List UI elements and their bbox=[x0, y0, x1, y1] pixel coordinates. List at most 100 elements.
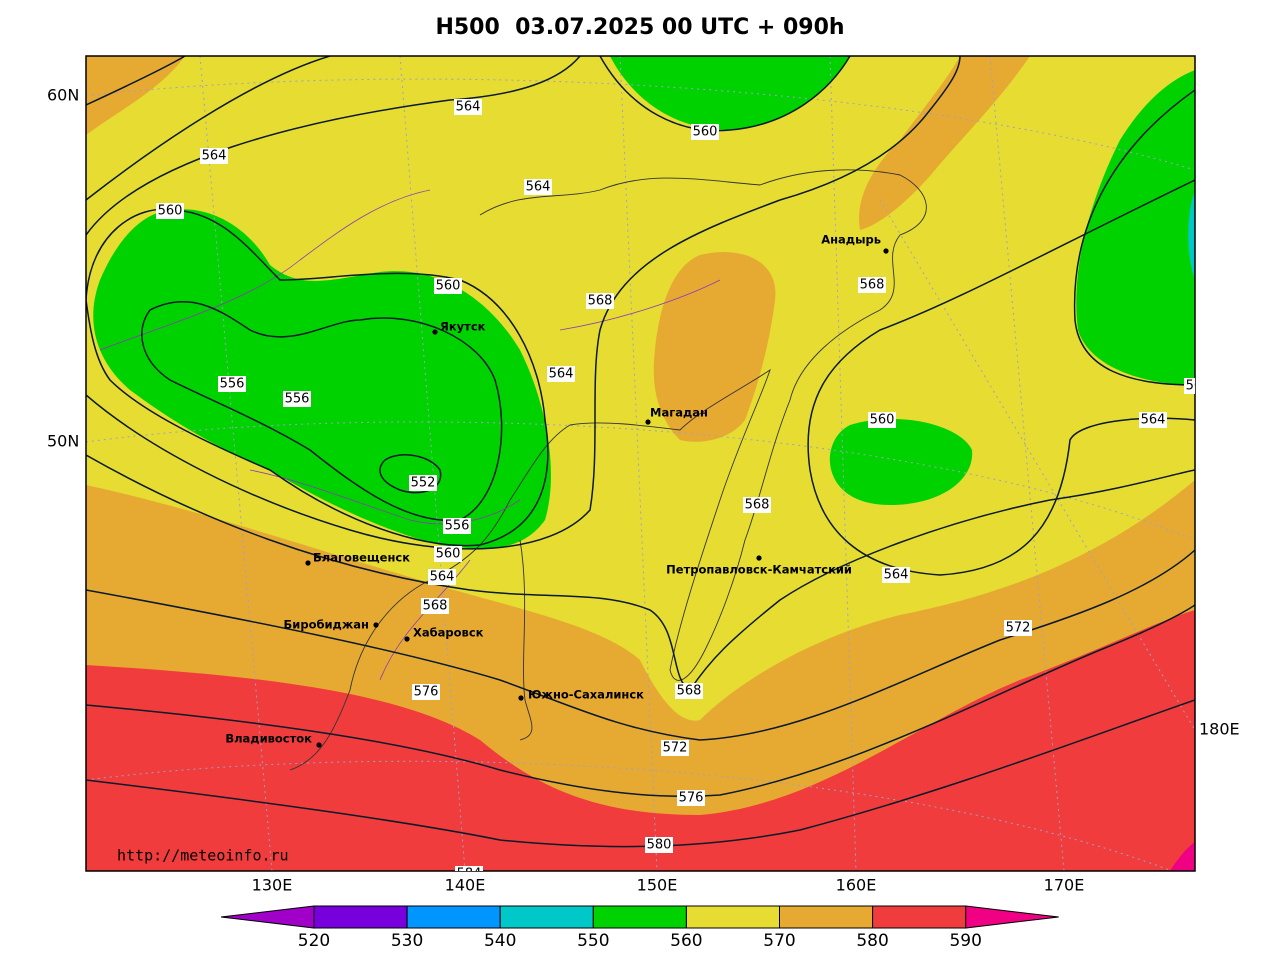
colorbar-tick-label: 530 bbox=[391, 931, 423, 951]
contour-label-box bbox=[547, 366, 575, 382]
contour-label: 564 bbox=[430, 570, 455, 585]
contour-label-box bbox=[677, 790, 705, 806]
city-label: Владивосток bbox=[225, 732, 312, 746]
contour-label: 564 bbox=[202, 149, 227, 164]
colorbar-segment bbox=[499, 905, 594, 929]
contour-label-box bbox=[586, 293, 614, 309]
contour-label-box bbox=[156, 203, 184, 219]
graticule bbox=[86, 56, 1195, 871]
city-label: Южно-Сахалинск bbox=[528, 688, 644, 702]
city-dot bbox=[404, 636, 410, 642]
contour-label: 568 bbox=[860, 278, 885, 293]
colorbar-tick-label: 590 bbox=[949, 931, 981, 951]
city-label: Петропавловск-Камчатский bbox=[666, 563, 852, 577]
contour-label-box bbox=[434, 278, 462, 294]
colorbar-tick-label: 540 bbox=[484, 931, 516, 951]
colorbar-segment bbox=[872, 905, 967, 929]
colorbar-segment bbox=[779, 905, 874, 929]
colorbar: 520 530 540 550 560 570 580 590 bbox=[220, 905, 1059, 951]
contour-label: 560 bbox=[693, 125, 718, 140]
city-label: Магадан bbox=[650, 406, 708, 420]
contour-label-box bbox=[1004, 620, 1032, 636]
colorbar-end bbox=[220, 905, 315, 929]
contour-label: 556 bbox=[285, 392, 310, 407]
contour-label: 560 bbox=[870, 413, 895, 428]
colorbar-tick-label: 550 bbox=[577, 931, 609, 951]
contour-label: 576 bbox=[679, 791, 704, 806]
colorbar-segment bbox=[592, 905, 687, 929]
lon-label: 170E bbox=[1044, 876, 1085, 895]
map-title: H500 03.07.2025 00 UTC + 090h bbox=[435, 15, 844, 40]
contour-label-box bbox=[524, 179, 552, 195]
contour-label-box bbox=[858, 277, 886, 293]
contour-label-box bbox=[434, 546, 462, 562]
colorbar-tick-label: 570 bbox=[763, 931, 795, 951]
contour-label: 572 bbox=[663, 741, 688, 756]
contour-label: 584 bbox=[457, 867, 482, 882]
contour-label: 572 bbox=[1006, 621, 1031, 636]
city-dot bbox=[518, 695, 524, 701]
contour-label-box bbox=[455, 866, 483, 871]
contour-label: 556 bbox=[220, 377, 245, 392]
city-label: Хабаровск bbox=[413, 626, 484, 640]
contour-label: 564 bbox=[526, 180, 551, 195]
lon-label: 160E bbox=[836, 876, 877, 895]
contour-label: 552 bbox=[411, 476, 436, 491]
contour-label-box bbox=[218, 376, 246, 392]
lon-label: 180E bbox=[1199, 720, 1240, 739]
contour-label-box bbox=[1184, 378, 1195, 394]
contour-label: 568 bbox=[423, 599, 448, 614]
field bbox=[86, 56, 1195, 871]
contour-label-box bbox=[661, 740, 689, 756]
contour-labels: 564 560 564 564 560 560 568 568 564 556 556 560 564 5… bbox=[156, 99, 1211, 882]
contour-label: 568 bbox=[588, 294, 613, 309]
city-dot bbox=[645, 419, 651, 425]
city-dot bbox=[432, 329, 438, 335]
contour-label: 564 bbox=[1141, 413, 1166, 428]
contour-label-box bbox=[645, 837, 673, 853]
map-frame bbox=[85, 55, 1196, 872]
lat-label: 50N bbox=[47, 432, 79, 451]
colorbar-end bbox=[965, 905, 1059, 929]
contour-label: 564 bbox=[456, 100, 481, 115]
city-dot bbox=[316, 742, 322, 748]
city-dot bbox=[373, 622, 379, 628]
lat-label: 60N bbox=[47, 86, 79, 105]
source-url: http://meteoinfo.ru bbox=[117, 847, 289, 865]
city-label: Анадырь bbox=[821, 233, 881, 247]
contour-label: 556 bbox=[445, 519, 470, 534]
contour-label-box bbox=[283, 391, 311, 407]
contour-label: 568 bbox=[745, 498, 770, 513]
contour-label: 560 bbox=[158, 204, 183, 219]
contour-label-box bbox=[882, 567, 910, 583]
contour-label: 576 bbox=[414, 685, 439, 700]
contour-label-box bbox=[675, 683, 703, 699]
contour-label: 564 bbox=[884, 568, 909, 583]
city-dot bbox=[756, 555, 762, 561]
contour-label-box bbox=[412, 684, 440, 700]
colorbar-tick-label: 580 bbox=[856, 931, 888, 951]
contour-label-box bbox=[409, 475, 437, 491]
contour-label: 564 bbox=[549, 367, 574, 382]
contour-label: 560 bbox=[1186, 379, 1211, 394]
city-label: Биробиджан bbox=[284, 618, 369, 632]
lon-label: 140E bbox=[445, 876, 486, 895]
colorbar-segment bbox=[685, 905, 781, 929]
contour-label-box bbox=[454, 99, 482, 115]
contour-label: 560 bbox=[436, 547, 461, 562]
colorbar-tick-label: 520 bbox=[298, 931, 330, 951]
colorbar-segment bbox=[313, 905, 408, 929]
city-dot bbox=[305, 560, 311, 566]
contour-label-box bbox=[868, 412, 896, 428]
cities: Якутск Магадан Анадырь Благовещенск Биробидж… bbox=[225, 233, 889, 748]
contour-label: 568 bbox=[677, 684, 702, 699]
city-label: Якутск bbox=[440, 320, 486, 334]
city-label: Благовещенск bbox=[313, 551, 410, 565]
contour-label-box bbox=[200, 148, 228, 164]
contour-label: 560 bbox=[436, 279, 461, 294]
contour-label-box bbox=[421, 598, 449, 614]
city-dot bbox=[883, 248, 889, 254]
contour-label-box bbox=[428, 569, 456, 585]
contour-label-box bbox=[443, 518, 471, 534]
